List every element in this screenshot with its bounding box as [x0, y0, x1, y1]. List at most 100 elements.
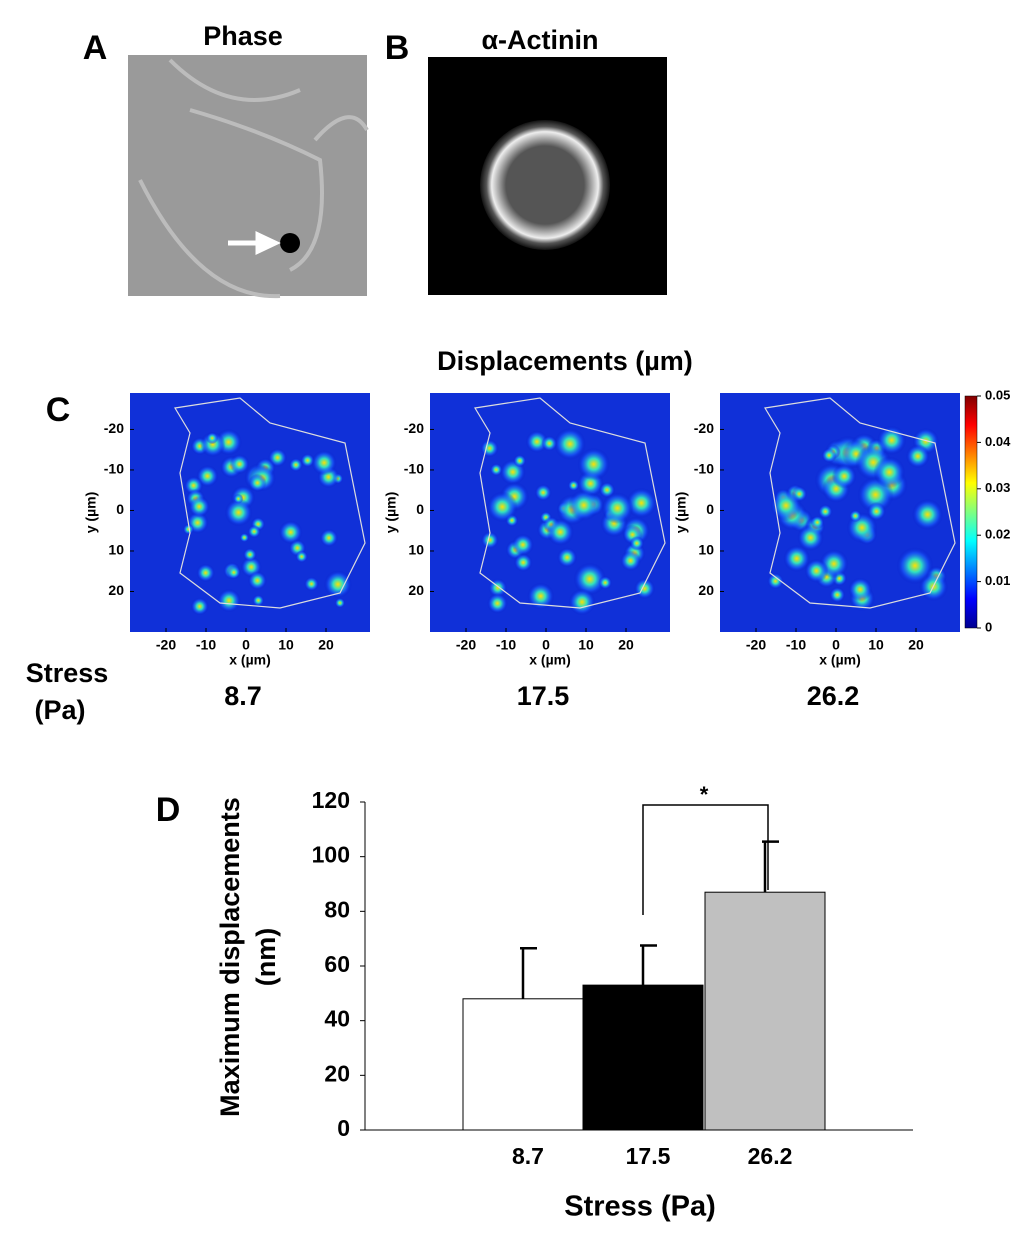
colorbar-tick-label: 0 [985, 619, 992, 634]
heatmap-blob [196, 563, 215, 583]
y-tick-label: -20 [404, 420, 424, 436]
heatmap-blob [486, 491, 518, 523]
error-bar [640, 944, 657, 986]
heatmap-blob [243, 547, 257, 562]
heatmap-blob [489, 463, 503, 477]
y-tick-label: 0 [706, 501, 714, 517]
y-tick-label: 10 [408, 542, 424, 558]
heatmap-blob [831, 463, 857, 489]
colorbar-tick-label: 0.04 [985, 434, 1011, 449]
heatmap-blob [797, 524, 824, 552]
x-tick-label: 8.7 [512, 1143, 544, 1169]
heatmap-blob [629, 535, 645, 551]
panel-label: D [156, 791, 181, 829]
error-bar [762, 840, 779, 893]
y-tick-label: -20 [104, 420, 124, 436]
heatmap-blob [876, 425, 907, 456]
x-tick-label: -20 [456, 637, 476, 653]
heatmap-blob [304, 576, 319, 592]
heatmap-blob [573, 562, 607, 596]
phase-image [128, 55, 367, 296]
y-tick-label: 0 [337, 1115, 350, 1141]
heatmap-blob [247, 570, 267, 591]
heatmap-blob [311, 449, 337, 476]
heatmap-blob [295, 550, 308, 563]
heatmap-blob [190, 597, 209, 616]
bar [582, 984, 704, 1131]
heatmap-blob [557, 547, 578, 568]
y-tick-label: 20 [408, 582, 424, 598]
heatmap-blob [541, 435, 558, 452]
panel-label: C [46, 391, 71, 429]
stress-value: 8.7 [224, 681, 262, 711]
significance-bracket [642, 804, 769, 915]
heatmap-blob [252, 594, 265, 607]
panel-d: 0 20 40 60 80 100 120 8.7 17.5 26.2 * Stress (Pa) Ma… [215, 782, 913, 1223]
heatmap-blob [804, 558, 829, 583]
heatmap-blob [248, 473, 267, 493]
heatmap-blob [217, 588, 241, 613]
heatmap-blob [849, 509, 862, 523]
heatmap-blob [867, 501, 886, 521]
x-axis-label: x (µm) [819, 652, 861, 668]
y-tick-label: 0 [416, 501, 424, 517]
heatmap-blob [633, 578, 656, 600]
y-tick-label: 80 [324, 896, 350, 922]
y-tick-label: -20 [694, 420, 714, 436]
panel-title: Phase [203, 21, 283, 51]
heatmap-blob [480, 531, 499, 549]
heatmap-blob [323, 570, 353, 599]
heatmap-blob [896, 547, 934, 585]
heatmap-blob [534, 483, 552, 502]
heatmap-blob [206, 432, 219, 445]
y-tick-label: 40 [324, 1006, 350, 1032]
x-tick-label: 10 [868, 637, 884, 653]
stress-value: 26.2 [807, 681, 860, 711]
x-tick-label: -10 [496, 637, 516, 653]
x-axis-label: x (µm) [529, 652, 571, 668]
y-tick-label: 10 [108, 542, 124, 558]
heatmap-blob [873, 456, 906, 489]
panel-label: A [83, 29, 108, 67]
heatmap-blob [233, 493, 244, 504]
panel-c: -20 -10 0 10 20 -20 -10 0 10 20 x (µm) y (µm) 8.7 -20… [26, 387, 1011, 725]
x-axis-label: x (µm) [229, 652, 271, 668]
heatmap-blob [226, 565, 241, 580]
heatmap-blob [568, 588, 596, 616]
heatmap-blob [567, 479, 580, 492]
heatmap-blob [810, 515, 825, 530]
y-tick-label: 60 [324, 951, 350, 977]
heatmap-blob [239, 532, 250, 543]
colorbar-tick-label: 0.01 [985, 573, 1010, 588]
heatmap-blob [288, 457, 303, 472]
x-axis-label: Stress (Pa) [564, 1191, 716, 1223]
panel-title: α-Actinin [481, 25, 598, 55]
heatmap-blob [182, 523, 195, 535]
bar [462, 998, 584, 1131]
bar [704, 891, 826, 1131]
y-tick-label: -10 [694, 461, 714, 477]
cell-ring [480, 120, 610, 250]
heatmap-blob [598, 575, 613, 590]
x-tick-label: 20 [318, 637, 334, 653]
stress-label: Stress [26, 658, 109, 688]
x-tick-label: 20 [618, 637, 634, 653]
heatmap-blob [527, 582, 555, 610]
y-tick-label: 20 [108, 582, 124, 598]
heatmap-blob [911, 498, 944, 531]
significance-mark: * [700, 782, 709, 807]
colorbar [964, 395, 978, 629]
cell-outline [174, 397, 366, 609]
x-tick-label: 20 [908, 637, 924, 653]
heatmap-blob [577, 447, 611, 481]
heatmap-blob [513, 553, 533, 572]
y-axis-label: (nm) [251, 928, 281, 986]
y-tick-label: 20 [324, 1060, 350, 1086]
y-tick-label: 120 [312, 787, 350, 813]
y-tick-label: -10 [404, 461, 424, 477]
x-tick-label: 10 [278, 637, 294, 653]
heatmap-blob [188, 495, 211, 518]
x-tick-label: 26.2 [748, 1143, 793, 1169]
x-tick-label: 0 [542, 637, 550, 653]
